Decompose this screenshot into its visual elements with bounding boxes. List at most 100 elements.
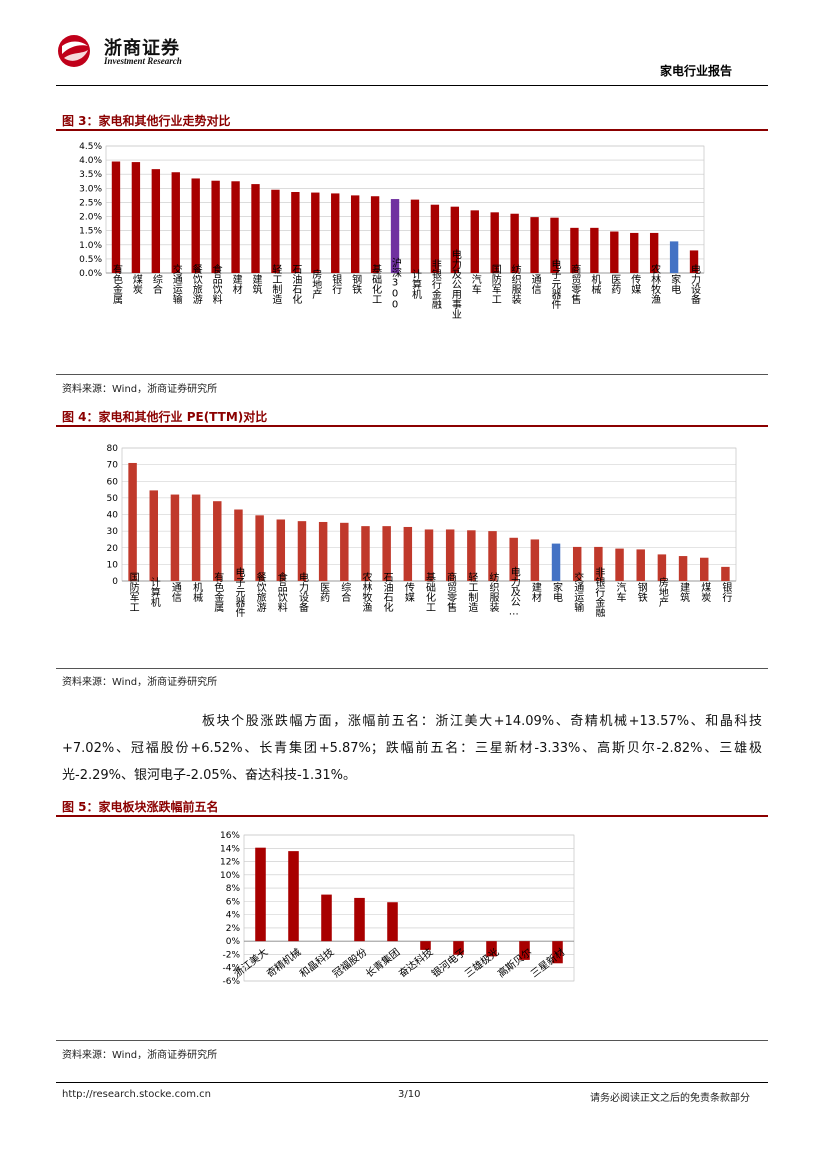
bar	[649, 232, 659, 273]
bar	[445, 529, 455, 581]
bar	[340, 522, 349, 581]
x-tick-label: 农林牧渔	[360, 571, 372, 613]
company-name-en: Investment Research	[104, 56, 182, 66]
bar	[689, 250, 699, 273]
bar	[470, 210, 479, 273]
x-tick-label: 家电	[551, 581, 563, 602]
footer-url[interactable]: http://research.stocke.com.cn	[62, 1089, 211, 1100]
x-tick-label: 高斯贝尔	[495, 945, 535, 980]
figure5-title: 图 5：家电板块涨跌幅前五名	[62, 800, 219, 814]
bar	[297, 521, 307, 581]
bar	[234, 509, 243, 581]
bar	[387, 902, 398, 942]
y-tick-label: 0.0%	[79, 269, 102, 279]
y-tick-label: -4%	[222, 964, 240, 974]
x-tick-label: 交通运输	[572, 571, 584, 613]
bar	[678, 556, 688, 581]
bar	[490, 212, 499, 273]
bar	[291, 192, 300, 273]
bar	[594, 546, 603, 581]
bar	[321, 894, 332, 942]
figure5-title-rule	[56, 815, 768, 817]
x-tick-label: 通信	[169, 582, 181, 603]
x-tick-label: 长青集团	[363, 945, 403, 980]
y-tick-label: 60	[107, 477, 119, 487]
bar	[572, 546, 582, 581]
bar	[318, 521, 328, 581]
bar	[510, 213, 519, 273]
figure4-title: 图 4：家电和其他行业 PE(TTM)对比	[62, 410, 268, 424]
x-tick-label: 机械	[191, 581, 203, 603]
x-tick-label: 银行	[330, 273, 342, 295]
x-tick-label: 银河电子	[429, 945, 469, 980]
bar	[488, 531, 497, 581]
x-tick-label: 建筑	[678, 581, 690, 602]
bar	[191, 178, 200, 273]
bar	[700, 557, 709, 581]
y-tick-label: 0	[112, 577, 118, 587]
bar	[630, 232, 639, 273]
x-tick-label: 综合	[150, 273, 162, 295]
bar	[231, 181, 240, 273]
y-tick-label: 2.0%	[79, 213, 102, 223]
x-tick-label: 电力设备	[689, 263, 701, 305]
x-tick-label: 三雄极光	[462, 945, 502, 980]
figure3-source-rule	[56, 374, 768, 375]
x-tick-label: 钢铁	[350, 273, 362, 295]
bar	[251, 184, 260, 273]
x-tick-label: 农林牧渔	[649, 263, 661, 305]
bar	[550, 217, 559, 273]
y-tick-label: 16%	[220, 831, 240, 841]
bar	[131, 162, 141, 273]
figure4-source: 资料来源：Wind，浙商证券研究所	[62, 677, 218, 688]
x-tick-label: 综合	[339, 581, 351, 603]
x-tick-label: 煤炭	[699, 581, 711, 603]
x-tick-label: 建材	[230, 273, 242, 294]
y-tick-label: 30	[107, 527, 119, 537]
x-tick-label: 电子元器件	[549, 258, 561, 310]
bar	[350, 195, 360, 273]
bar	[657, 554, 667, 581]
y-tick-label: 3.0%	[79, 184, 102, 194]
figure3-title: 图 3：家电和其他行业走势对比	[62, 114, 231, 128]
bar	[590, 227, 599, 273]
bar	[288, 851, 299, 942]
bar	[453, 941, 464, 955]
x-tick-label: 食品饮料	[275, 571, 287, 613]
bar	[486, 941, 497, 957]
x-tick-label: 电力及公用事业	[449, 248, 461, 319]
bar	[382, 526, 391, 581]
x-tick-label: 汽车	[469, 273, 481, 295]
y-tick-label: 10	[107, 560, 119, 570]
y-tick-label: 6%	[226, 897, 241, 907]
bar	[615, 548, 624, 581]
x-tick-label: 纺织服装	[487, 571, 499, 613]
x-tick-label: 建筑	[250, 273, 262, 294]
bar	[255, 847, 266, 942]
body-paragraph: 板块个股涨跌幅方面，涨幅前五名：浙江美大+14.09%、奇精机械+13.57%、…	[62, 708, 762, 789]
figure4-source-rule	[56, 668, 768, 669]
bar	[450, 206, 460, 273]
y-tick-label: 2.5%	[79, 198, 102, 208]
x-tick-label: 有色金属	[212, 571, 224, 613]
footer-rule	[56, 1082, 768, 1083]
y-tick-label: 50	[107, 494, 119, 504]
x-tick-label: 电力设备	[296, 571, 308, 613]
bar	[551, 543, 561, 581]
y-tick-label: 4.0%	[79, 156, 102, 166]
y-tick-label: 3.5%	[79, 170, 102, 180]
bar	[191, 494, 201, 581]
bar	[171, 172, 180, 273]
y-tick-label: 4%	[226, 911, 241, 921]
report-type: 家电行业报告	[660, 64, 733, 78]
figure4-title-rule	[56, 425, 768, 427]
figure3-source: 资料来源：Wind，浙商证券研究所	[62, 384, 218, 395]
bar	[271, 189, 280, 273]
x-tick-label: 国防军工	[127, 572, 139, 612]
x-tick-label: 房地产	[310, 268, 322, 300]
bar	[170, 494, 180, 581]
bar	[213, 501, 222, 581]
bar	[519, 941, 530, 960]
bar	[111, 161, 121, 273]
page-number: 3/10	[398, 1089, 421, 1100]
